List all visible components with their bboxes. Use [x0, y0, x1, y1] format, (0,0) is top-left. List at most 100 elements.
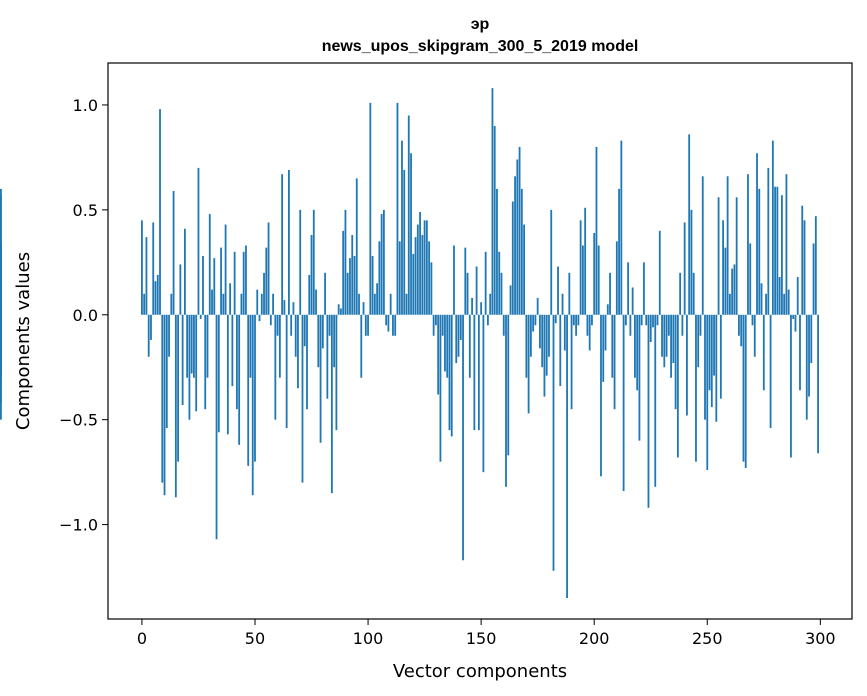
bar [423, 220, 426, 315]
x-tick-label: 250 [692, 629, 723, 648]
bar [156, 274, 159, 315]
bar [581, 245, 584, 315]
y-axis-label: Components values [13, 252, 34, 430]
bar [686, 314, 688, 416]
bar [416, 224, 419, 315]
bar [505, 314, 507, 487]
bar [222, 293, 225, 315]
bar [211, 289, 213, 315]
bar [584, 207, 587, 315]
bar [258, 314, 261, 322]
y-tick-label: −1.0 [59, 516, 98, 535]
bar [161, 314, 164, 483]
bar [315, 289, 317, 315]
bar [728, 293, 731, 315]
bar [256, 289, 259, 315]
bar [762, 314, 765, 391]
bar [358, 293, 360, 315]
bar [441, 314, 444, 336]
bar [208, 214, 211, 315]
bar [792, 314, 795, 319]
bar [731, 268, 734, 315]
bar [448, 314, 451, 431]
bar [570, 314, 573, 410]
bar [403, 170, 406, 315]
bar [459, 314, 462, 340]
bar [380, 214, 383, 315]
bar [615, 241, 618, 315]
bar [172, 190, 175, 315]
bar [649, 314, 652, 343]
bar [776, 186, 779, 315]
bar [744, 314, 747, 468]
bar [468, 314, 471, 378]
bar [520, 188, 523, 315]
bar [679, 272, 682, 315]
bar [808, 314, 810, 397]
bar [394, 314, 397, 336]
bar [751, 314, 754, 326]
bar [640, 314, 643, 326]
bar [810, 314, 813, 364]
bar [787, 289, 790, 315]
bar [579, 220, 582, 315]
bar [550, 209, 553, 315]
bar [387, 314, 390, 332]
bar [622, 314, 625, 492]
bar [437, 314, 440, 395]
bar [344, 209, 347, 315]
bar [717, 197, 720, 315]
bar [484, 251, 487, 315]
bar [516, 159, 519, 315]
bar [231, 314, 234, 387]
bar [251, 314, 254, 496]
bar [240, 293, 243, 315]
bar [765, 293, 767, 315]
bar [249, 314, 252, 378]
bar [457, 314, 460, 357]
bar [362, 302, 365, 315]
bar [663, 314, 666, 368]
bar [396, 102, 399, 315]
bar [502, 314, 505, 336]
bar [349, 258, 351, 315]
y-tick-label: −0.5 [59, 411, 98, 430]
bar [566, 314, 568, 599]
bar [600, 314, 602, 477]
bar [634, 314, 636, 378]
bar [740, 314, 743, 347]
chart-title-line1: эр [471, 16, 490, 33]
bar [665, 314, 668, 357]
bar [197, 167, 200, 315]
bar [493, 125, 496, 315]
plot-frame [107, 62, 853, 620]
bar [193, 314, 195, 378]
bar [577, 314, 580, 326]
bar [489, 293, 492, 315]
bar [233, 251, 236, 315]
bar [369, 102, 372, 315]
bar [523, 224, 526, 315]
bar [661, 314, 663, 357]
bar [373, 293, 376, 315]
bar [297, 314, 299, 389]
bar [722, 220, 725, 315]
bar [473, 314, 476, 431]
bar [518, 146, 521, 315]
bar [317, 314, 320, 368]
bar [514, 176, 516, 315]
bar [226, 314, 229, 435]
bar [464, 247, 467, 315]
bar [188, 314, 191, 420]
bar [624, 314, 627, 326]
bar [767, 167, 770, 315]
bar [328, 314, 331, 336]
chart-title-line2: news_upos_skipgram_300_5_2019 model [322, 38, 639, 55]
bar [141, 220, 143, 315]
bar [631, 287, 634, 315]
bar [613, 314, 616, 410]
bar [364, 314, 367, 336]
bar [532, 314, 535, 332]
bar [733, 264, 736, 315]
bar [150, 314, 152, 340]
